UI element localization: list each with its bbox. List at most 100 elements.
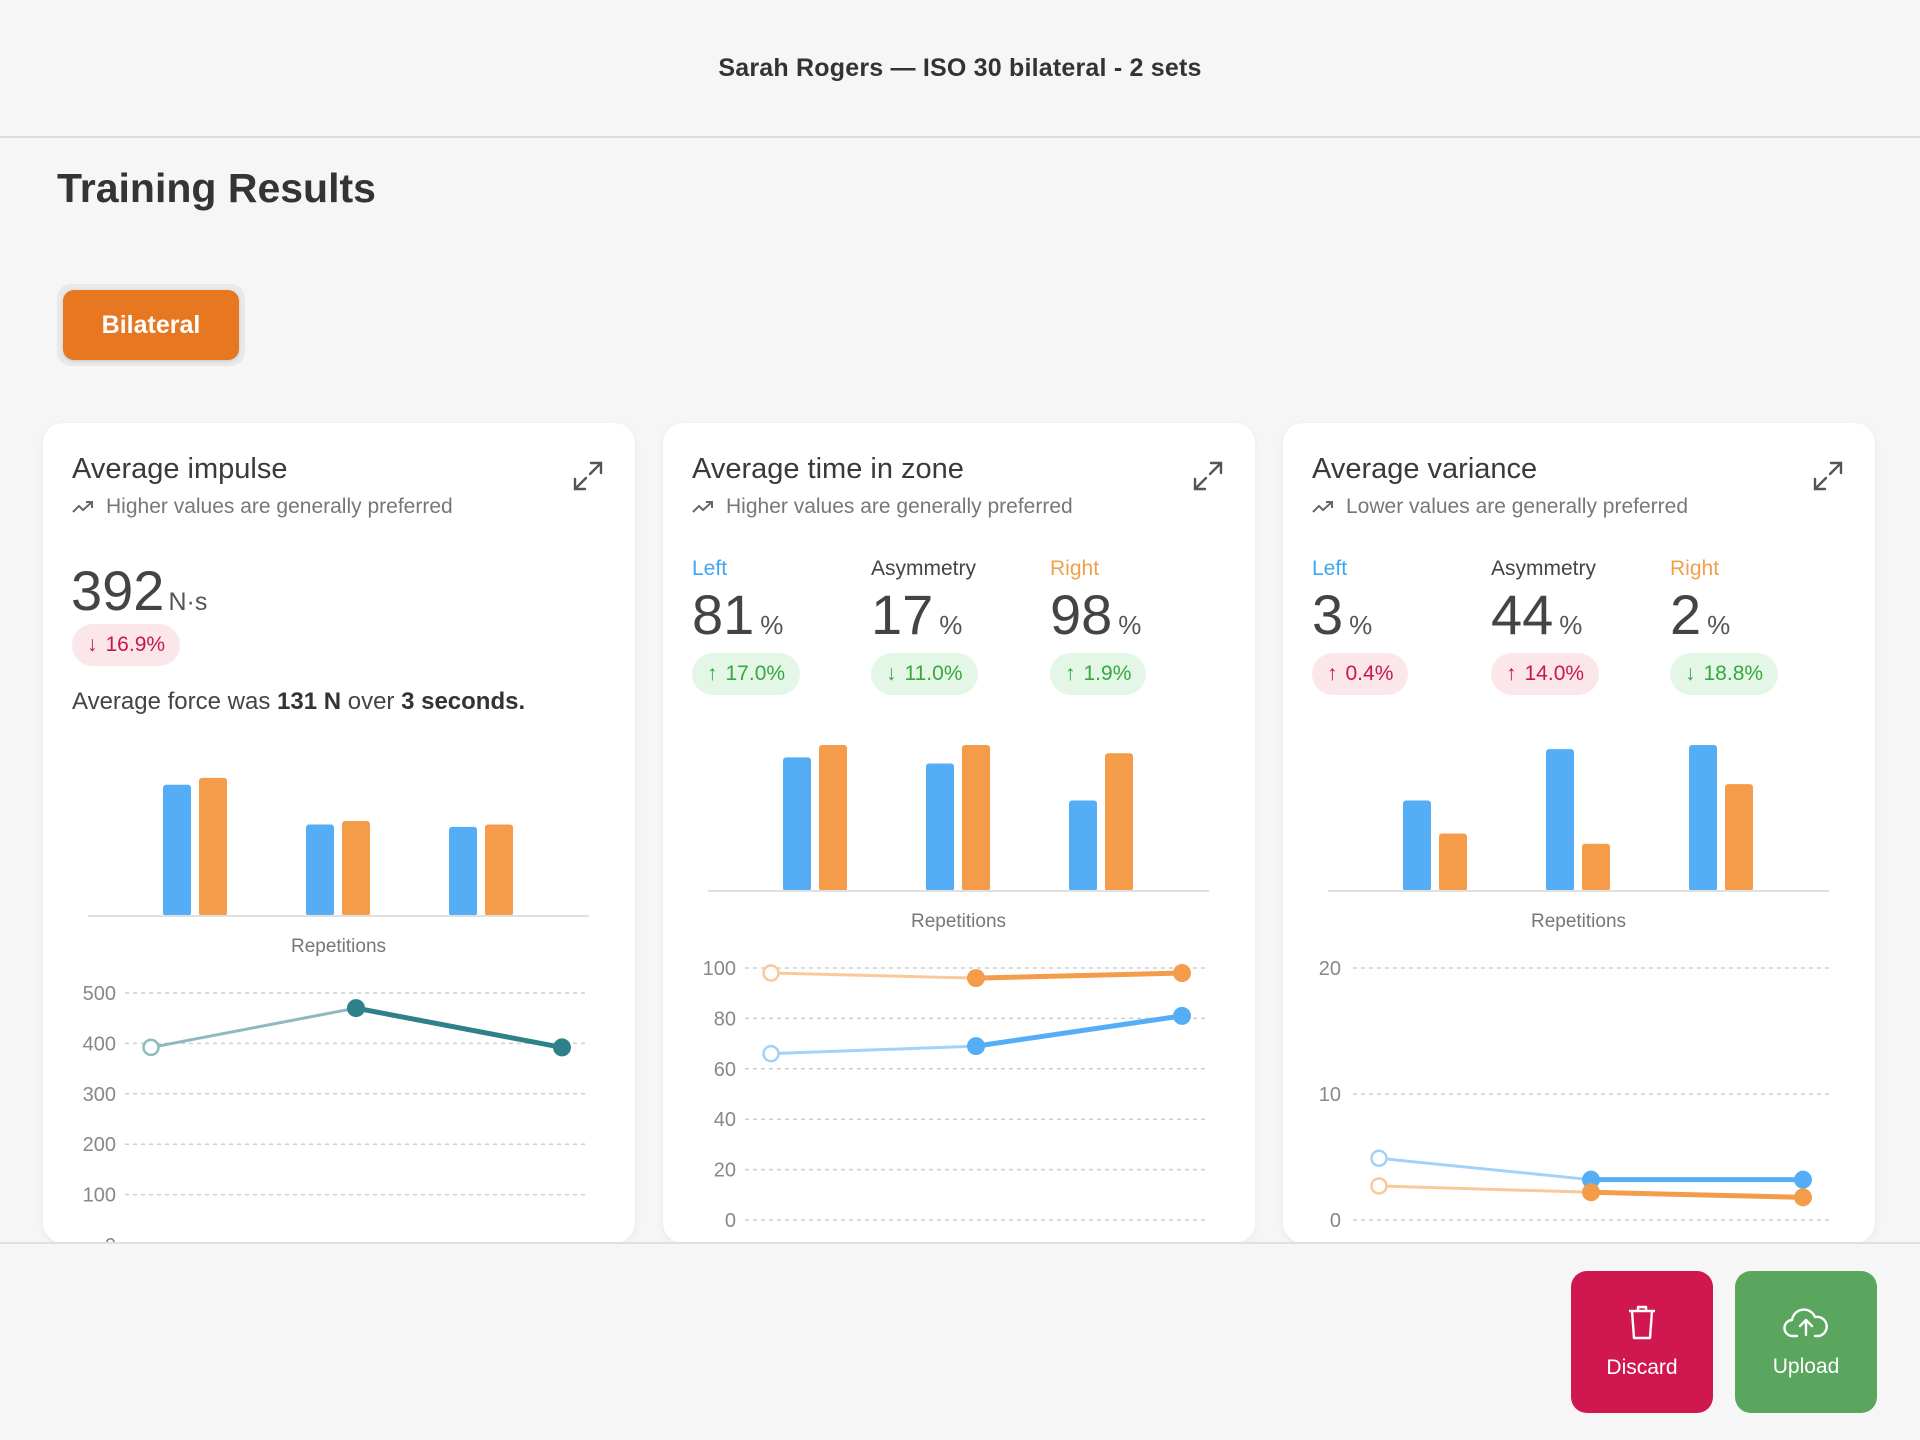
bar-left-rep3 — [1689, 745, 1717, 891]
y-tick-label: 10 — [1319, 1084, 1341, 1106]
left-metric: Left 3% ↑ 0.4% — [1312, 557, 1409, 695]
metric-unit: % — [1118, 610, 1142, 640]
line-segment-left — [975, 1013, 1183, 1049]
metric-number: 98 — [1050, 583, 1113, 646]
average-force: 131 N — [277, 688, 342, 715]
change-badge: ↓ 11.0% — [871, 653, 978, 695]
line-point-right — [1582, 1183, 1600, 1202]
change-value: 16.9% — [105, 633, 166, 656]
metric-number: 2 — [1670, 583, 1702, 646]
trash-icon — [1629, 1305, 1655, 1340]
page-title: Training Results — [57, 165, 376, 211]
change-badge: ↑ 14.0% — [1491, 653, 1600, 695]
line-point-left — [967, 1037, 985, 1056]
metric-label: Right — [1670, 557, 1720, 580]
bar-right-rep2 — [962, 745, 990, 891]
view-segment-control: Bilateral — [57, 284, 245, 366]
arrow-down-icon: ↓ — [1685, 662, 1696, 685]
bar-right-rep1 — [199, 777, 227, 916]
repetitions-label: Repetitions — [911, 911, 1006, 932]
bar-left-rep3 — [449, 826, 477, 916]
change-badge: ↑ 0.4% — [1312, 653, 1409, 695]
y-tick-label: 0 — [105, 1235, 116, 1243]
bar-right-rep3 — [1105, 753, 1133, 891]
force-summary: Average force was 131 N over 3 seconds. — [72, 688, 525, 716]
impulse-charts: Repetitions 500 400 300 200 100 0 — [83, 777, 589, 1243]
line-segment-right — [770, 971, 977, 980]
line-segment-left — [770, 1044, 977, 1056]
preference-hint: Higher values are generally preferred — [72, 495, 453, 519]
change-badge: ↓ 18.8% — [1670, 653, 1779, 695]
line-point-impulse — [347, 999, 365, 1018]
card-title: Average variance — [1312, 453, 1538, 485]
metric-number: 3 — [1312, 583, 1344, 646]
summary-mid: over — [347, 688, 395, 715]
bilateral-segment-button[interactable]: Bilateral — [63, 290, 239, 360]
arrow-up-icon: ↑ — [707, 662, 718, 685]
bar-left-rep3 — [1069, 800, 1097, 891]
impulse-number: 392 — [71, 559, 165, 622]
metric-number: 44 — [1491, 583, 1554, 646]
metric-label: Asymmetry — [871, 557, 976, 580]
change-value: 17.0% — [725, 662, 786, 685]
card-title: Average impulse — [72, 453, 288, 485]
repetitions-label: Repetitions — [291, 936, 386, 957]
y-tick-label: 20 — [1319, 958, 1341, 980]
variance-card: Average variance Lower values are genera… — [1283, 423, 1875, 1243]
metric-unit: % — [1559, 610, 1583, 640]
y-tick-label: 200 — [83, 1134, 116, 1156]
impulse-change-badge: ↓ 16.9% — [72, 624, 181, 666]
left-metric: Left 81% ↑ 17.0% — [692, 557, 801, 695]
variance-charts: Repetitions 20 10 0 — [1319, 745, 1829, 1232]
trend-up-icon — [72, 501, 93, 513]
change-badge: ↑ 17.0% — [692, 653, 801, 695]
line-point-left — [1173, 1006, 1191, 1025]
top-bar: Sarah Rogers — ISO 30 bilateral - 2 sets — [0, 0, 1920, 138]
line-point-right — [967, 969, 985, 988]
line-point-left — [1582, 1170, 1600, 1189]
metric-label: Left — [692, 557, 728, 580]
summary-prefix: Average force was — [72, 688, 271, 715]
bar-right-rep3 — [1725, 784, 1753, 891]
card-title: Average time in zone — [692, 453, 964, 485]
metric-label: Asymmetry — [1491, 557, 1596, 580]
trend-up-icon — [1312, 501, 1333, 513]
impulse-unit: N·s — [168, 588, 208, 616]
line-point-impulse — [553, 1038, 571, 1057]
preference-hint: Higher values are generally preferred — [692, 495, 1073, 519]
metric-unit: % — [1707, 610, 1731, 640]
right-metric: Right 2% ↓ 18.8% — [1670, 557, 1779, 695]
y-tick-label: 0 — [725, 1210, 736, 1232]
metric-unit: % — [760, 610, 784, 640]
expand-icon[interactable] — [1811, 459, 1845, 493]
expand-icon[interactable] — [1191, 459, 1225, 493]
line-segment-right — [1378, 1184, 1592, 1194]
y-tick-label: 100 — [703, 958, 736, 980]
arrow-up-icon: ↑ — [1327, 662, 1338, 685]
upload-button[interactable]: Upload — [1735, 1271, 1877, 1413]
bottom-action-bar: Discard Upload — [0, 1242, 1920, 1440]
y-tick-label: 20 — [714, 1160, 736, 1182]
bar-right-rep1 — [819, 745, 847, 891]
duration: 3 seconds. — [401, 688, 526, 715]
change-value: 0.4% — [1345, 662, 1394, 685]
discard-button[interactable]: Discard — [1571, 1271, 1713, 1413]
expand-icon[interactable] — [571, 459, 605, 493]
bar-left-rep2 — [926, 763, 954, 891]
line-point-impulse — [142, 1038, 160, 1057]
bar-right-rep2 — [342, 821, 370, 916]
session-title: Sarah Rogers — ISO 30 bilateral - 2 sets — [718, 53, 1202, 82]
upload-label: Upload — [1772, 1355, 1840, 1378]
metric-unit: % — [939, 610, 963, 640]
line-point-right — [762, 964, 780, 982]
line-point-right — [1370, 1177, 1388, 1195]
line-segment-left — [1378, 1156, 1592, 1182]
repetitions-label: Repetitions — [1531, 911, 1626, 932]
y-tick-label: 400 — [83, 1033, 116, 1055]
y-tick-label: 40 — [714, 1109, 736, 1131]
trend-up-icon — [692, 501, 713, 513]
bar-left-rep1 — [1403, 800, 1431, 891]
change-badge: ↑ 1.9% — [1050, 653, 1147, 695]
bar-right-rep1 — [1439, 833, 1467, 891]
asymmetry-metric: Asymmetry 17% ↓ 11.0% — [871, 557, 978, 695]
